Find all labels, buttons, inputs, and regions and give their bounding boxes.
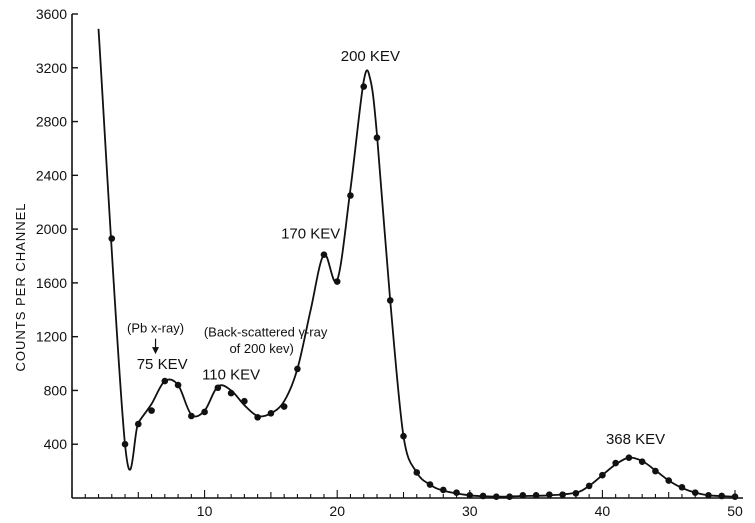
data-point <box>400 432 407 440</box>
x-tick-label: 40 <box>595 503 611 519</box>
peak-annotation: (Back-scattered γ-ray <box>204 325 328 340</box>
data-point <box>718 492 726 500</box>
spectrum-line <box>97 28 736 498</box>
data-point <box>426 481 434 488</box>
peak-annotation: 110 KEV <box>202 367 260 384</box>
peak-annotation: 368 KEV <box>606 431 665 448</box>
data-point <box>333 278 341 285</box>
data-point <box>267 410 275 417</box>
data-point <box>612 459 619 467</box>
data-point <box>705 492 712 499</box>
data-point <box>214 384 222 392</box>
peak-annotation: 170 KEV <box>281 226 340 243</box>
peak-annotation: 200 KEV <box>341 48 400 65</box>
x-tick-label: 10 <box>197 503 213 519</box>
data-point <box>572 489 580 497</box>
data-point <box>519 492 527 499</box>
peak-annotation: 75 KEV <box>137 356 188 373</box>
data-point <box>201 408 208 416</box>
x-tick-label: 50 <box>727 503 743 519</box>
peak-annotation: (Pb x-ray) <box>127 321 184 336</box>
y-tick-label: 3200 <box>36 60 67 76</box>
y-tick-label: 3600 <box>36 6 67 22</box>
data-points <box>108 83 739 500</box>
y-tick-label: 2800 <box>36 114 67 130</box>
data-point <box>532 492 540 499</box>
data-point <box>625 454 633 461</box>
data-point <box>174 381 182 389</box>
data-point <box>665 477 672 484</box>
data-point <box>559 491 566 498</box>
y-tick-label: 1600 <box>36 275 67 291</box>
pb-xray-arrowhead <box>152 347 160 355</box>
y-tick-label: 1200 <box>36 329 67 345</box>
data-point <box>479 492 487 500</box>
data-point <box>466 492 474 499</box>
data-point <box>294 365 301 373</box>
data-point <box>227 389 235 397</box>
data-point <box>373 134 381 141</box>
annotations: 200 KEV 170 KEV 75 KEV 110 KEV 368 KEV (Pb x-… <box>127 48 665 448</box>
data-point <box>731 493 739 500</box>
data-point <box>585 482 593 490</box>
y-tick-label: 400 <box>44 436 68 452</box>
data-point <box>652 467 659 475</box>
data-point <box>135 420 142 428</box>
data-point <box>254 414 261 421</box>
y-tick-label: 800 <box>44 382 68 398</box>
ticks: 400 800 1200 1600 2000 2400 2800 3200 3600 10 20 30… <box>36 6 743 519</box>
axes <box>71 14 743 499</box>
data-point <box>546 491 553 498</box>
x-tick-label: 30 <box>462 503 478 519</box>
y-tick-label: 2000 <box>36 221 67 237</box>
data-point <box>161 377 169 385</box>
data-point <box>638 458 646 466</box>
data-point <box>506 493 513 500</box>
data-point <box>280 403 288 410</box>
y-axis-title: COUNTS PER CHANNEL <box>13 203 28 372</box>
data-point <box>121 440 129 448</box>
data-point <box>599 471 606 479</box>
series-curve <box>97 28 736 498</box>
data-point <box>320 251 328 258</box>
x-tick-label: 20 <box>329 503 345 519</box>
data-point <box>386 297 394 304</box>
data-point <box>188 412 195 420</box>
data-point <box>439 486 447 494</box>
y-tick-label: 2400 <box>36 167 67 183</box>
data-point <box>413 469 421 476</box>
data-point <box>453 489 460 496</box>
data-point <box>148 407 155 414</box>
data-point <box>241 397 248 405</box>
data-point <box>108 235 116 242</box>
data-point <box>360 83 368 90</box>
data-point <box>691 489 699 496</box>
peak-annotation: of 200 kev) <box>229 341 293 356</box>
data-point <box>493 493 500 500</box>
data-point <box>678 483 686 491</box>
data-point <box>347 192 354 199</box>
